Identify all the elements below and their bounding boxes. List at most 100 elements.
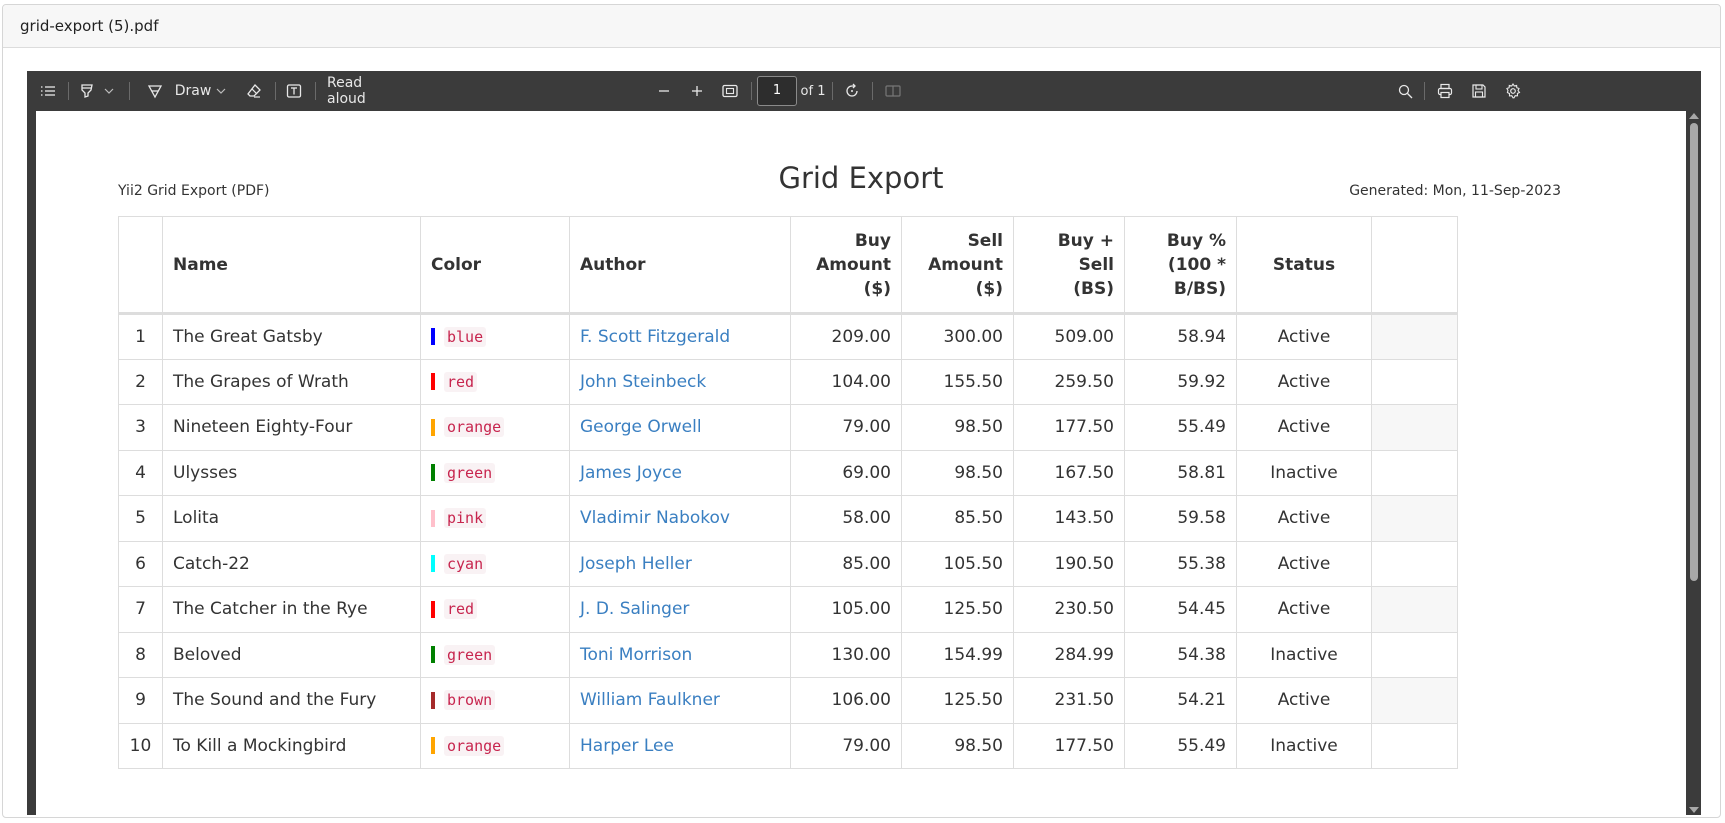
table-row: 9 The Sound and the Fury brown William Faul…	[118, 677, 1458, 724]
vertical-scrollbar[interactable]	[1687, 111, 1701, 815]
scroll-down-icon[interactable]	[1689, 807, 1699, 813]
author-link[interactable]: F. Scott Fitzgerald	[569, 313, 791, 360]
author-link[interactable]: William Faulkner	[569, 677, 791, 724]
buy-percent: 54.38	[1124, 631, 1237, 678]
row-number: 2	[118, 358, 163, 405]
draw-button[interactable]: Draw	[174, 83, 212, 99]
add-text-icon[interactable]	[284, 71, 304, 111]
table-row: 1 The Great Gatsby blue F. Scott Fitzgerald…	[118, 313, 1458, 360]
status-text: Inactive	[1236, 631, 1372, 678]
page-view-icon[interactable]	[883, 71, 903, 111]
print-icon[interactable]	[1435, 71, 1455, 111]
buy-amount: 85.00	[790, 540, 902, 587]
author-link[interactable]: George Orwell	[569, 404, 791, 451]
draw-icon[interactable]	[145, 71, 165, 111]
color-cell: orange	[420, 722, 570, 769]
color-swatch	[431, 509, 435, 527]
search-icon[interactable]	[1395, 71, 1415, 111]
row-number: 4	[118, 449, 163, 496]
rotate-icon[interactable]	[842, 71, 862, 111]
buy-sell-total: 167.50	[1013, 449, 1125, 496]
book-name: To Kill a Mockingbird	[162, 722, 421, 769]
header-sell-amount: Sell Amount ($)	[901, 216, 1014, 315]
pdf-generated-date: Generated: Mon, 11-Sep-2023	[1349, 183, 1561, 199]
color-code: pink	[444, 508, 487, 529]
gear-icon[interactable]	[1503, 71, 1523, 111]
color-cell: green	[420, 631, 570, 678]
buy-percent: 55.38	[1124, 540, 1237, 587]
row-number: 5	[118, 495, 163, 542]
header-num	[118, 216, 163, 315]
page-number-input[interactable]: 1	[757, 76, 797, 106]
zoom-out-icon[interactable]	[654, 71, 674, 111]
eraser-icon[interactable]	[244, 71, 264, 111]
buy-percent: 59.58	[1124, 495, 1237, 542]
buy-amount: 105.00	[790, 586, 902, 633]
header-buy-percent: Buy % (100 * B/BS)	[1124, 216, 1237, 315]
buy-amount: 79.00	[790, 404, 902, 451]
author-link[interactable]: James Joyce	[569, 449, 791, 496]
status-text: Active	[1236, 586, 1372, 633]
color-swatch	[431, 555, 435, 573]
extra-cell	[1371, 495, 1458, 542]
row-number: 10	[118, 722, 163, 769]
sell-amount: 155.50	[901, 358, 1014, 405]
author-link[interactable]: Vladimir Nabokov	[569, 495, 791, 542]
extra-cell	[1371, 449, 1458, 496]
book-name: Lolita	[162, 495, 421, 542]
fit-page-icon[interactable]	[720, 71, 740, 111]
author-link[interactable]: Joseph Heller	[569, 540, 791, 587]
color-swatch	[431, 418, 435, 436]
sell-amount: 300.00	[901, 313, 1014, 360]
status-text: Active	[1236, 540, 1372, 587]
table-row: 5 Lolita pink Vladimir Nabokov 58.00 85.50 143…	[118, 495, 1458, 542]
scroll-thumb[interactable]	[1690, 123, 1698, 581]
row-number: 9	[118, 677, 163, 724]
color-cell: orange	[420, 404, 570, 451]
status-text: Active	[1236, 313, 1372, 360]
author-link[interactable]: Harper Lee	[569, 722, 791, 769]
pdf-left-header: Yii2 Grid Export (PDF)	[118, 183, 270, 199]
author-link[interactable]: John Steinbeck	[569, 358, 791, 405]
status-text: Active	[1236, 404, 1372, 451]
save-icon[interactable]	[1469, 71, 1489, 111]
sell-amount: 125.50	[901, 586, 1014, 633]
color-code: red	[444, 599, 478, 620]
sell-amount: 125.50	[901, 677, 1014, 724]
book-name: The Sound and the Fury	[162, 677, 421, 724]
draw-chevron-down-icon[interactable]	[214, 71, 228, 111]
buy-sell-total: 143.50	[1013, 495, 1125, 542]
sell-amount: 105.50	[901, 540, 1014, 587]
table-row: 3 Nineteen Eighty-Four orange George Orwell…	[118, 404, 1458, 451]
highlight-chevron-down-icon[interactable]	[102, 71, 116, 111]
color-code: orange	[444, 735, 505, 756]
header-status: Status	[1236, 216, 1372, 315]
page-count: of 1	[800, 83, 826, 99]
color-code: cyan	[444, 553, 487, 574]
table-row: 8 Beloved green Toni Morrison 130.00 154.99 28…	[118, 631, 1458, 678]
window-title: grid-export (5).pdf	[3, 5, 1720, 48]
scroll-up-icon[interactable]	[1689, 113, 1699, 119]
color-swatch	[431, 691, 435, 709]
table-header-row: Name Color Author Buy Amount ($) Sell Amoun…	[118, 216, 1458, 315]
buy-percent: 59.92	[1124, 358, 1237, 405]
table-of-contents-icon[interactable]	[37, 71, 59, 111]
row-number: 8	[118, 631, 163, 678]
header-buy-sell: Buy + Sell (BS)	[1013, 216, 1125, 315]
zoom-in-icon[interactable]	[687, 71, 707, 111]
table-row: 10 To Kill a Mockingbird orange Harper Lee 7…	[118, 722, 1458, 769]
author-link[interactable]: Toni Morrison	[569, 631, 791, 678]
book-name: The Great Gatsby	[162, 313, 421, 360]
status-text: Active	[1236, 358, 1372, 405]
row-number: 3	[118, 404, 163, 451]
color-swatch	[431, 464, 435, 482]
read-aloud-button[interactable]: Read aloud	[327, 75, 366, 107]
highlight-icon[interactable]	[77, 71, 97, 111]
author-link[interactable]: J. D. Salinger	[569, 586, 791, 633]
buy-amount: 106.00	[790, 677, 902, 724]
book-name: Beloved	[162, 631, 421, 678]
book-name: The Catcher in the Rye	[162, 586, 421, 633]
sell-amount: 98.50	[901, 449, 1014, 496]
header-author: Author	[569, 216, 791, 315]
row-number: 6	[118, 540, 163, 587]
